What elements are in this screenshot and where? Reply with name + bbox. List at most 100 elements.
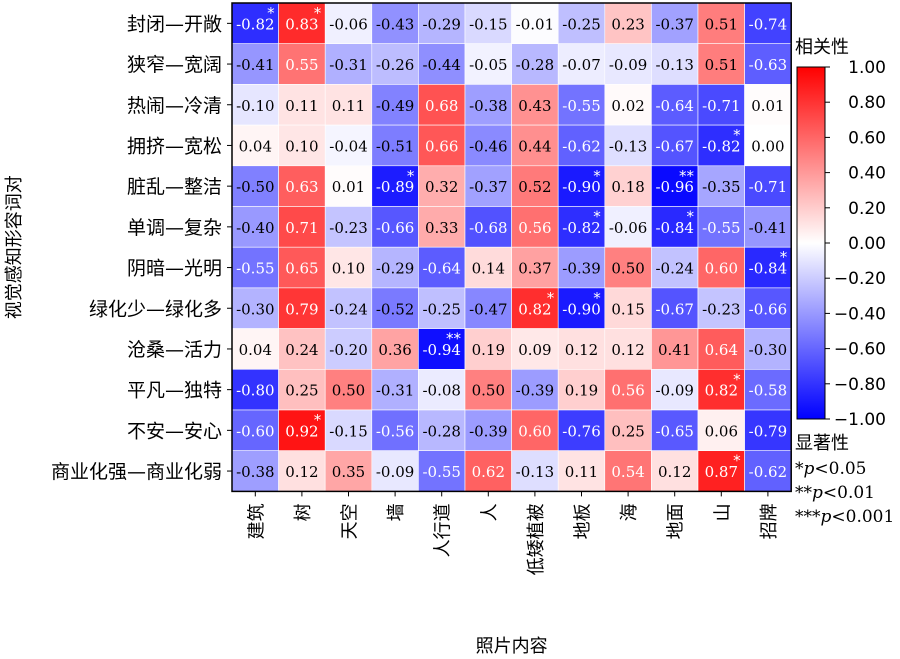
cell-value-label: 0.19 xyxy=(472,341,505,359)
heatmap-cell xyxy=(371,206,419,248)
row-label: 平凡—独特 xyxy=(127,380,222,402)
cell-value-label: 0.11 xyxy=(285,97,318,115)
x-axis-title: 照片内容 xyxy=(476,636,548,657)
cell-value-label: 0.63 xyxy=(285,178,318,196)
cell-value-label: 0.04 xyxy=(239,341,272,359)
column-label: 招牌 xyxy=(759,503,780,539)
heatmap-cell xyxy=(231,43,279,85)
legend-p-symbol: p xyxy=(812,483,823,503)
cell-value-label: 0.87 xyxy=(705,463,738,481)
cell-value-label: -0.49 xyxy=(376,97,414,115)
significance-star: * xyxy=(547,289,555,307)
significance-legend: 显著性*p<0.05**p<0.01***p<0.001 xyxy=(795,433,894,527)
cell-value-label: -0.25 xyxy=(422,300,460,318)
heatmap-cell xyxy=(697,84,745,126)
heatmap-cell xyxy=(464,246,512,289)
cell-value-label: 0.79 xyxy=(285,300,318,318)
cell-value-label: -0.08 xyxy=(422,382,460,400)
legend-p-symbol: p xyxy=(804,459,815,479)
heatmap-cell xyxy=(278,84,326,126)
row-label: 狭窄—宽阔 xyxy=(127,54,222,76)
heatmap-cell xyxy=(278,409,326,452)
cell-value-label: -0.43 xyxy=(376,15,414,33)
significance-star: ** xyxy=(679,167,695,185)
heatmap-cell xyxy=(231,2,279,45)
heatmap-cell xyxy=(464,43,512,85)
cell-value-label: -0.55 xyxy=(702,219,740,237)
heatmap-cell xyxy=(604,165,652,207)
cell-value-label: -0.26 xyxy=(376,56,414,74)
cell-value-label: -0.65 xyxy=(655,422,693,440)
cell-value-label: 0.92 xyxy=(285,422,318,440)
row-label: 脏乱—整洁 xyxy=(127,176,222,198)
cell-value-label: -0.94 xyxy=(422,341,460,359)
y-axis-title: 视觉感知形容词对 xyxy=(4,175,25,319)
cell-value-label: -0.84 xyxy=(749,260,787,278)
cell-value-label: -0.96 xyxy=(655,178,693,196)
cell-value-label: 0.54 xyxy=(611,463,644,481)
legend-threshold: <0.01 xyxy=(823,483,875,503)
colorbar-tick-label: 0.60 xyxy=(848,128,886,148)
heatmap-cell xyxy=(418,287,466,329)
cell-value-label: 0.24 xyxy=(285,341,318,359)
cell-value-label: -0.23 xyxy=(329,219,367,237)
heatmap-cell xyxy=(744,409,792,452)
row-labels: 封闭—开敞狭窄—宽阔热闹—冷清拥挤—宽松脏乱—整洁单调—复杂阴暗—光明绿化少—绿… xyxy=(51,13,232,483)
heatmap-cell xyxy=(464,165,512,207)
heatmap-cell xyxy=(604,328,652,370)
heatmap-cell xyxy=(231,328,279,370)
cell-value-label: -0.29 xyxy=(376,260,414,278)
cell-value-label: -0.80 xyxy=(236,382,274,400)
legend-threshold: <0.05 xyxy=(814,459,866,479)
cell-value-label: -0.44 xyxy=(422,56,460,74)
colorbar-tick-label: −0.40 xyxy=(834,304,886,324)
heatmap-cell xyxy=(651,287,699,329)
cell-value-label: 0.55 xyxy=(285,56,318,74)
plot-frame xyxy=(231,2,792,493)
heatmap-cell xyxy=(418,409,466,452)
row-label: 封闭—开敞 xyxy=(127,13,222,35)
heatmap-cell xyxy=(744,43,792,85)
cell-value-label: -0.46 xyxy=(469,137,507,155)
heatmap-cell xyxy=(511,165,559,207)
significance-star: * xyxy=(267,4,275,22)
cell-value-label: -0.56 xyxy=(376,422,414,440)
heatmap-cell xyxy=(604,368,652,411)
cell-value-label: -0.66 xyxy=(749,300,787,318)
cell-value-label: 0.41 xyxy=(658,341,691,359)
cell-value-label: -0.67 xyxy=(655,137,693,155)
column-label: 地面 xyxy=(666,503,687,539)
cell-value-label: -0.62 xyxy=(749,463,787,481)
cell-value-label: 0.44 xyxy=(518,137,551,155)
cell-value-label: 0.82 xyxy=(518,300,551,318)
heatmap-cell xyxy=(418,84,466,126)
cell-value-label: -0.50 xyxy=(236,178,274,196)
cell-value-label: 0.71 xyxy=(285,219,318,237)
cell-value-label: 0.01 xyxy=(751,97,784,115)
cell-value-label: -0.24 xyxy=(655,260,693,278)
column-label: 墙 xyxy=(386,503,407,521)
cell-value-label: -0.82 xyxy=(702,137,740,155)
heatmap-cell xyxy=(324,2,373,45)
cell-value-label: -0.23 xyxy=(702,300,740,318)
cell-value-label: 0.51 xyxy=(705,15,738,33)
cell-value-label: 0.35 xyxy=(332,463,365,481)
heatmap-cell xyxy=(697,165,745,207)
cell-value-label: 0.11 xyxy=(565,463,598,481)
heatmap-cell xyxy=(604,450,652,492)
heatmap-cell xyxy=(371,368,419,411)
colorbar-tick-label: 0.40 xyxy=(848,164,886,184)
heatmap-cell xyxy=(231,124,279,167)
column-label: 天空 xyxy=(340,503,361,539)
legend-threshold: <0.001 xyxy=(831,507,894,527)
heatmap-cell xyxy=(324,409,373,452)
cell-value-label: -0.71 xyxy=(749,178,787,196)
cell-value-label: 0.14 xyxy=(472,260,505,278)
row-label: 热闹—冷清 xyxy=(127,95,222,117)
column-label: 山 xyxy=(712,503,733,521)
heatmap-cell xyxy=(557,165,606,207)
cell-value-label: -0.55 xyxy=(562,97,600,115)
heatmap-cell xyxy=(324,206,373,248)
